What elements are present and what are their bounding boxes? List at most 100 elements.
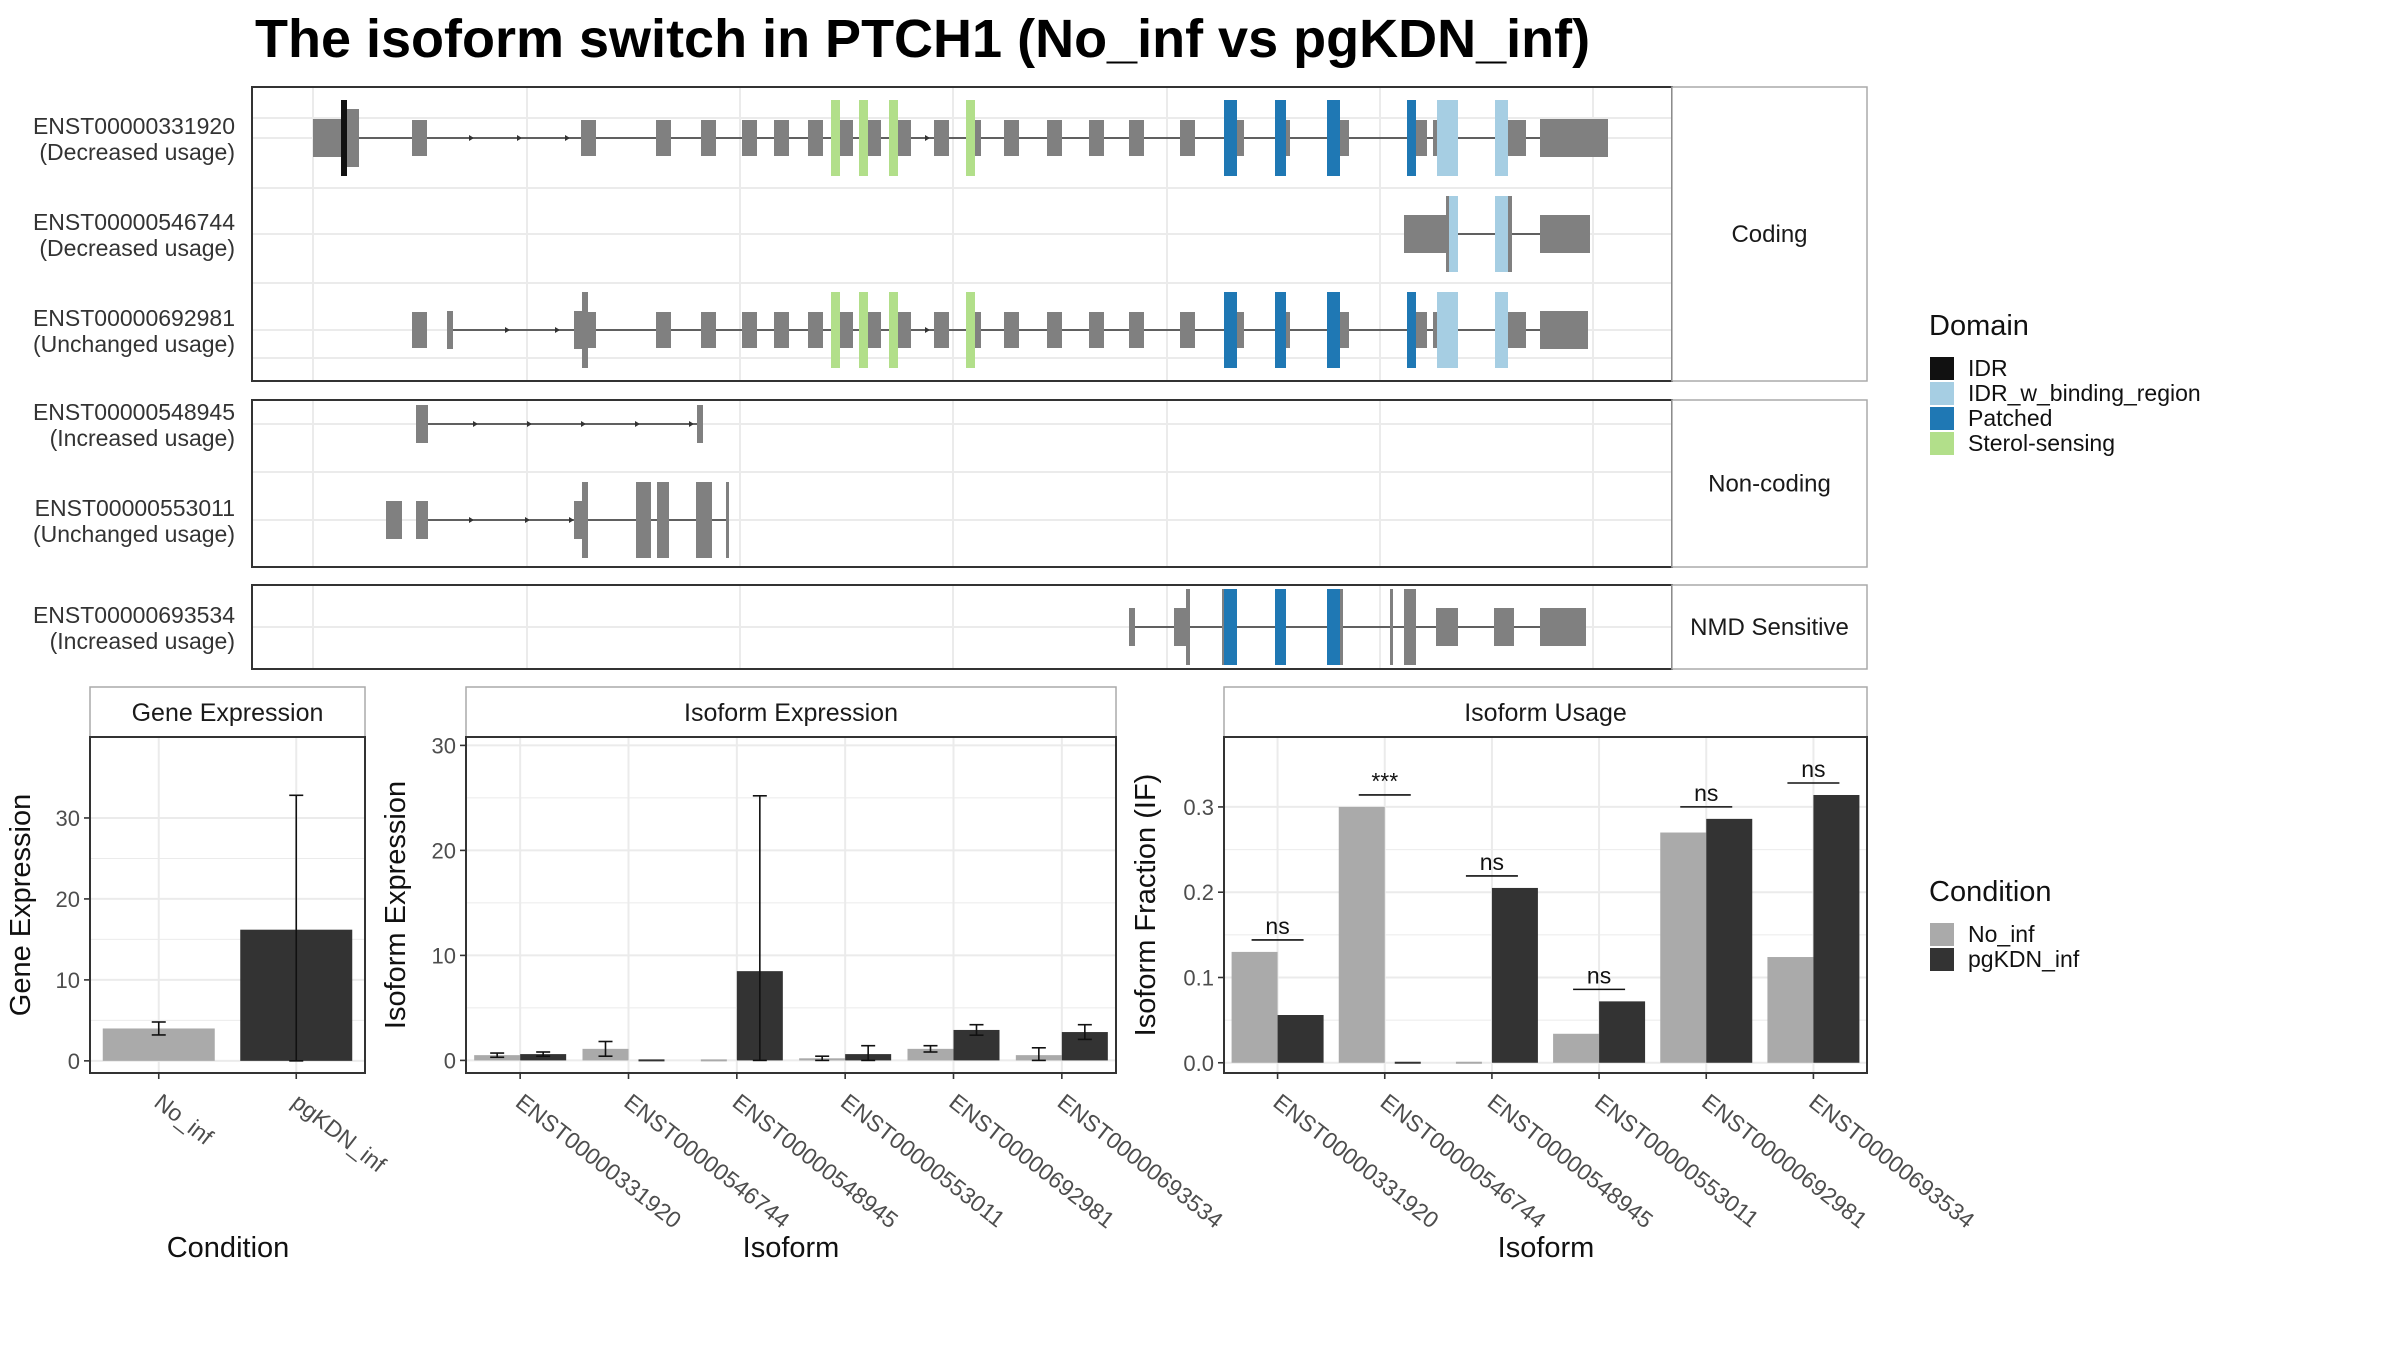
coding-exon [696,482,712,558]
domain-patched [1407,292,1416,368]
domain-sterol-sensing [889,292,898,368]
coding-exon [896,120,911,156]
coding-exon [1047,120,1062,156]
domain-patched [1275,292,1286,368]
y-tick-label: 10 [56,968,80,993]
coding-exon [1511,120,1526,156]
domain-sterol-sensing [859,292,868,368]
domain-patched [1407,100,1416,176]
coding-exon [581,120,596,156]
domain-sterol-sensing [831,100,840,176]
bar-No_inf [1660,832,1707,1063]
domain-patched [1327,100,1340,176]
x-axis-title: Condition [167,1232,290,1264]
chart-panel-border [89,736,366,1074]
transcript-ENST00000692981 [412,292,1588,368]
error-bar [598,1040,613,1057]
facet-strip-label: NMD Sensitive [1690,614,1849,641]
error-bar [151,1021,166,1036]
utr-exon [1540,311,1588,349]
bar-pgKDN_inf [1599,1001,1646,1063]
intron-direction-arrow [555,327,560,333]
utr-exon [447,311,453,349]
chart-facet-strip [1223,686,1868,738]
significance-label: *** [1371,768,1398,794]
facet-strip [1671,399,1868,568]
domain-idr_w_binding_region [1449,196,1458,272]
coding-exon [934,312,949,348]
utr-exon [697,405,703,443]
chart-panel-isoform-expression: Isoform Expression0102030ENST00000331920… [380,686,1228,1264]
intron-direction-arrow [635,421,640,427]
utr-exon [416,501,428,539]
utr-exon [1540,215,1590,253]
isoform-usage-label: (Increased usage) [50,425,235,451]
coding-exon [657,482,669,558]
error-bar [923,1044,938,1053]
domain-patched [1224,292,1237,368]
intron-direction-arrow [689,421,694,427]
chart-panel-gene-expression: Gene Expression 0 10 20 30 No_inf pgKDN_inf Gen… [5,686,391,1264]
coding-exon [726,482,729,558]
coding-exon [742,312,757,348]
domain-sterol-sensing [889,100,898,176]
condition-legend-swatch [1930,948,1954,971]
utr-exon [1494,608,1514,646]
chart-title: Isoform Usage [1464,699,1627,727]
coding-exon [412,312,427,348]
bar-No_inf [907,1048,954,1061]
bars [1231,794,1860,1064]
domain-patched [1275,589,1286,665]
domain-legend-label: Sterol-sensing [1968,430,2115,456]
chart-title: Gene Expression [132,699,324,727]
utr-exon [386,501,402,539]
isoform-label: ENST00000693534 [33,602,235,628]
domain-legend-label: IDR [1968,355,2008,381]
utr-exon [574,311,584,349]
utr-exon [1174,608,1188,646]
y-axis-title: Isoform Expression [380,781,412,1029]
coding-exon [838,312,853,348]
domain-sterol-sensing [966,292,975,368]
isoform-label: ENST00000553011 [35,495,235,521]
coding-exon [808,120,823,156]
facet-strip [1671,584,1868,670]
chart-title: Isoform Expression [684,699,898,727]
transcript-ENST00000331920 [313,100,1608,176]
structure-panel-border [251,399,1673,568]
coding-exon [582,482,588,558]
domain-idr_w_binding_region [1495,196,1508,272]
coding-exon [412,120,427,156]
intron-direction-arrow [925,135,930,141]
coding-exon [1390,589,1393,665]
bar-No_inf [1767,957,1814,1063]
domain-legend-label: Patched [1968,405,2052,431]
coding-exon [838,120,853,156]
domain-legend-swatch [1930,382,1954,405]
structure-group-non-coding: Non-coding [251,399,1868,568]
chart-panel-isoform-usage: Isoform Usagens***nsnsnsns0.00.10.20.3EN… [1130,686,1980,1264]
y-tick-label: 0.2 [1183,880,1214,905]
coding-exon [582,292,588,368]
transcript-ENST00000548945 [416,405,703,443]
coding-exon [742,120,757,156]
domain-idr_w_binding_region [1437,292,1458,368]
intron-direction-arrow [469,135,474,141]
facet-strip [1671,86,1868,382]
bars [474,794,1108,1062]
significance-label: ns [1587,962,1611,988]
error-bar [1031,1047,1046,1062]
isoform-label: ENST00000331920 [33,113,235,139]
domain-idr_w_binding_region [1495,100,1508,176]
utr-exon [1404,215,1448,253]
utr-exon [1436,608,1458,646]
condition-legend-label: pgKDN_inf [1968,946,2080,972]
y-tick-label: 0 [444,1048,456,1073]
domain-patched [1275,100,1286,176]
domain-legend-swatch [1930,357,1954,380]
isoform-usage-label: (Decreased usage) [39,235,235,261]
x-axis-title: Isoform [1498,1232,1595,1264]
significance-label: ns [1694,780,1718,806]
intron-direction-arrow [527,421,532,427]
utr-exon [1540,608,1586,646]
